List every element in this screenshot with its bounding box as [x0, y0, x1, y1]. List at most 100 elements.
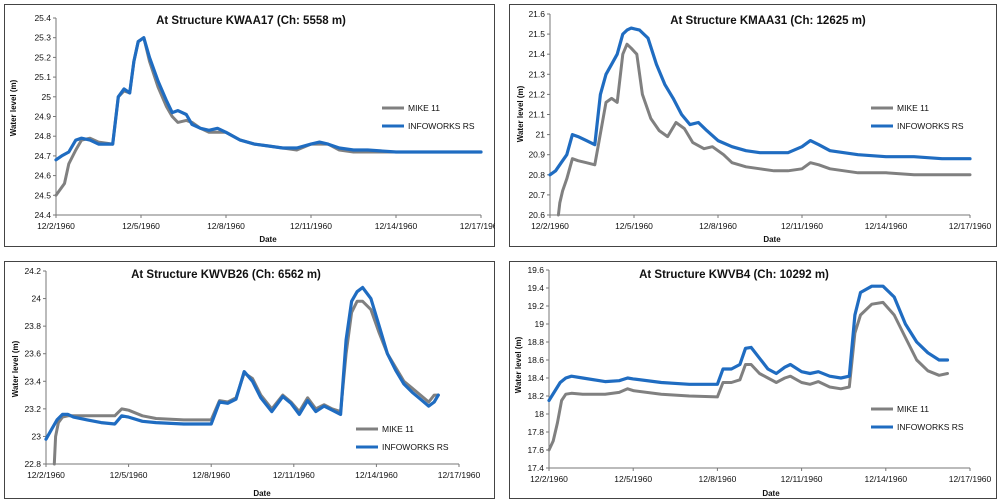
x-tick-label: 12/11/1960: [273, 470, 315, 480]
x-tick-label: 12/2/1960: [37, 221, 75, 231]
x-tick-label: 12/14/1960: [375, 221, 418, 231]
chart-border: [509, 261, 997, 499]
y-tick-label: 23.8: [24, 321, 41, 331]
y-tick-label: 17.4: [527, 463, 544, 473]
chart-kwvb4: At Structure KWVB4 (Ch: 10292 m) Date Wa…: [509, 261, 997, 499]
chart-kmaa31: At Structure KMAA31 (Ch: 12625 m) Date W…: [509, 4, 997, 247]
y-tick-label: 25.4: [34, 13, 51, 23]
x-axis-label: Date: [763, 235, 781, 244]
y-axis-label: Water level (m): [516, 85, 525, 142]
x-tick-label: 12/5/1960: [122, 221, 160, 231]
y-tick-label: 22.8: [24, 459, 41, 469]
x-tick-label: 12/11/1960: [781, 221, 823, 231]
x-axis-ticks: 12/2/1960 12/5/1960 12/8/1960 12/11/1960 12/…: [531, 215, 992, 231]
y-tick-label: 21.3: [528, 69, 545, 79]
y-tick-label: 18.4: [527, 373, 544, 383]
x-tick-label: 12/2/1960: [27, 470, 65, 480]
y-tick-label: 21.5: [528, 29, 545, 39]
legend: MIKE 11 INFOWORKS RS: [871, 103, 964, 131]
y-tick-label: 23.4: [24, 376, 41, 386]
y-tick-label: 21.1: [528, 110, 545, 120]
y-tick-label: 24.8: [34, 131, 51, 141]
x-tick-label: 12/14/1960: [355, 470, 398, 480]
legend-label: INFOWORKS RS: [897, 121, 964, 131]
x-tick-label: 12/2/1960: [530, 474, 568, 484]
chart-title: At Structure KMAA31 (Ch: 12625 m): [670, 15, 866, 27]
plot-area: [548, 14, 972, 217]
legend: MIKE 11 INFOWORKS RS: [871, 404, 964, 432]
series-line-infoworks: [54, 36, 483, 162]
x-axis-label: Date: [762, 489, 780, 498]
chart-kwvb26: At Structure KWVB26 (Ch: 6562 m) Date Wa…: [4, 261, 495, 499]
x-tick-label: 12/17/1960: [949, 221, 992, 231]
x-tick-label: 12/14/1960: [865, 221, 908, 231]
y-tick-label: 18.8: [527, 337, 544, 347]
y-tick-label: 21: [536, 130, 546, 140]
x-tick-label: 12/11/1960: [781, 474, 823, 484]
y-tick-label: 18.6: [527, 355, 544, 365]
x-tick-label: 12/11/1960: [290, 221, 332, 231]
y-tick-label: 24.4: [34, 210, 51, 220]
chart-panel-kwaa17: At Structure KWAA17 (Ch: 5558 m) Date Wa…: [4, 4, 495, 247]
y-tick-label: 24.9: [34, 112, 51, 122]
series-line-mike11: [556, 42, 972, 217]
y-tick-label: 19.4: [527, 283, 544, 293]
x-tick-label: 12/17/1960: [460, 221, 495, 231]
y-tick-label: 20.6: [528, 210, 545, 220]
y-tick-label: 20.8: [528, 170, 545, 180]
y-axis-label: Water level (m): [11, 340, 20, 397]
y-tick-label: 21.4: [528, 49, 545, 59]
y-tick-label: 20.9: [528, 150, 545, 160]
x-tick-label: 12/5/1960: [110, 470, 148, 480]
x-tick-label: 12/8/1960: [699, 221, 737, 231]
y-tick-label: 24.6: [34, 171, 51, 181]
x-axis-label: Date: [253, 489, 271, 498]
chart-panel-kwvb4: At Structure KWVB4 (Ch: 10292 m) Date Wa…: [509, 261, 997, 499]
y-axis-ticks: 17.4 17.6 17.8 18 18.2 18.4 18.6 18.8 19 19.2 19.4…: [527, 265, 549, 473]
y-tick-label: 17.6: [527, 445, 544, 455]
x-tick-label: 12/5/1960: [615, 221, 653, 231]
series-line-mike11: [547, 300, 949, 452]
y-tick-label: 25.2: [34, 52, 51, 62]
chart-title: At Structure KWVB4 (Ch: 10292 m): [639, 269, 829, 281]
chart-panel-kwvb26: At Structure KWVB26 (Ch: 6562 m) Date Wa…: [4, 261, 495, 499]
x-tick-label: 12/8/1960: [698, 474, 736, 484]
y-tick-label: 18.2: [527, 391, 544, 401]
y-tick-label: 24.5: [34, 190, 51, 200]
y-tick-label: 19: [535, 319, 545, 329]
plot-area: [54, 18, 483, 216]
series-line-infoworks: [44, 285, 440, 441]
chart-kwaa17: At Structure KWAA17 (Ch: 5558 m) Date Wa…: [4, 4, 495, 247]
y-axis-ticks: 24.4 24.5 24.6 24.7 24.8 24.9 25 25.1 25.2 25.3 25…: [34, 13, 56, 220]
y-tick-label: 18: [535, 409, 545, 419]
y-tick-label: 25.1: [34, 72, 51, 82]
legend-label: MIKE 11: [897, 103, 929, 113]
chart-border: [4, 4, 495, 247]
y-axis-label: Water level (m): [514, 336, 523, 393]
y-axis-label: Water level (m): [9, 79, 18, 136]
x-tick-label: 12/14/1960: [865, 474, 908, 484]
y-tick-label: 19.2: [527, 301, 544, 311]
chart-title: At Structure KWAA17 (Ch: 5558 m): [156, 15, 346, 27]
legend-label: INFOWORKS RS: [897, 422, 964, 432]
chart-title: At Structure KWVB26 (Ch: 6562 m): [131, 269, 321, 281]
y-tick-label: 25.3: [34, 33, 51, 43]
y-tick-label: 23: [32, 431, 42, 441]
y-tick-label: 24.7: [34, 151, 51, 161]
y-tick-label: 24.2: [24, 266, 41, 276]
legend-label: INFOWORKS RS: [382, 442, 449, 452]
x-axis-label: Date: [259, 235, 277, 244]
series-line-infoworks: [547, 284, 950, 403]
legend-label: MIKE 11: [408, 103, 440, 113]
y-tick-label: 17.8: [527, 427, 544, 437]
legend-label: MIKE 11: [897, 404, 929, 414]
y-tick-label: 23.2: [24, 404, 41, 414]
chart-border: [509, 4, 997, 247]
legend-label: MIKE 11: [382, 424, 414, 434]
y-tick-label: 21.2: [528, 89, 545, 99]
y-tick-label: 20.7: [528, 190, 545, 200]
legend: MIKE 11 INFOWORKS RS: [356, 424, 449, 452]
x-tick-label: 12/8/1960: [192, 470, 230, 480]
legend: MIKE 11 INFOWORKS RS: [382, 103, 475, 131]
legend-label: INFOWORKS RS: [408, 121, 475, 131]
